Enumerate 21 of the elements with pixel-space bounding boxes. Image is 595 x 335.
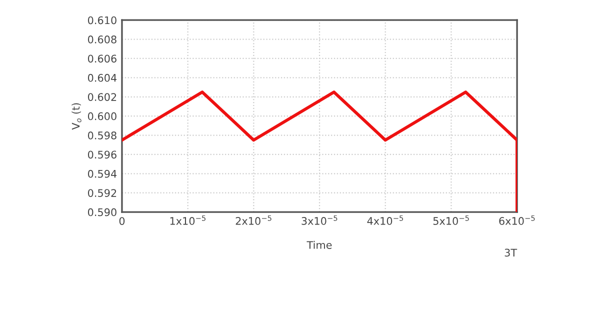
y-tick-label: 0.600: [88, 112, 116, 120]
x-tick-label: 2x10$^{−5}$: [236, 215, 272, 225]
x-axis-title: Time: [306, 240, 332, 249]
x-tick-label: 4x10$^{−5}$: [367, 215, 404, 225]
y-tick-label: 0.592: [88, 189, 116, 197]
text: 3T: [504, 248, 518, 257]
y-tick-label: 0.594: [88, 170, 117, 178]
y-tick-label: 0.602: [88, 93, 116, 101]
y-tick-label: 0.590: [88, 208, 116, 216]
y-tick-label: 0.610: [88, 16, 116, 24]
y-tick-label: 0.606: [88, 54, 116, 63]
x-tick-label: 3x10$^{−5}$: [302, 215, 338, 225]
y-tick-label: 0.608: [88, 36, 116, 44]
y-tick-label: 0.596: [88, 150, 116, 159]
x-tick-label: 5x10$^{−5}$: [433, 215, 469, 225]
x-tick-label: 1x10$^{−5}$: [170, 215, 206, 225]
y-tick-label: 0.604: [88, 74, 117, 82]
y-tick-label: 0.598: [88, 132, 116, 140]
x-tick-label: 0: [119, 217, 125, 225]
y-axis-title: V$_{o}$ (t): [72, 103, 82, 130]
x-tick-label: 6x10$^{−5}$: [499, 215, 535, 225]
